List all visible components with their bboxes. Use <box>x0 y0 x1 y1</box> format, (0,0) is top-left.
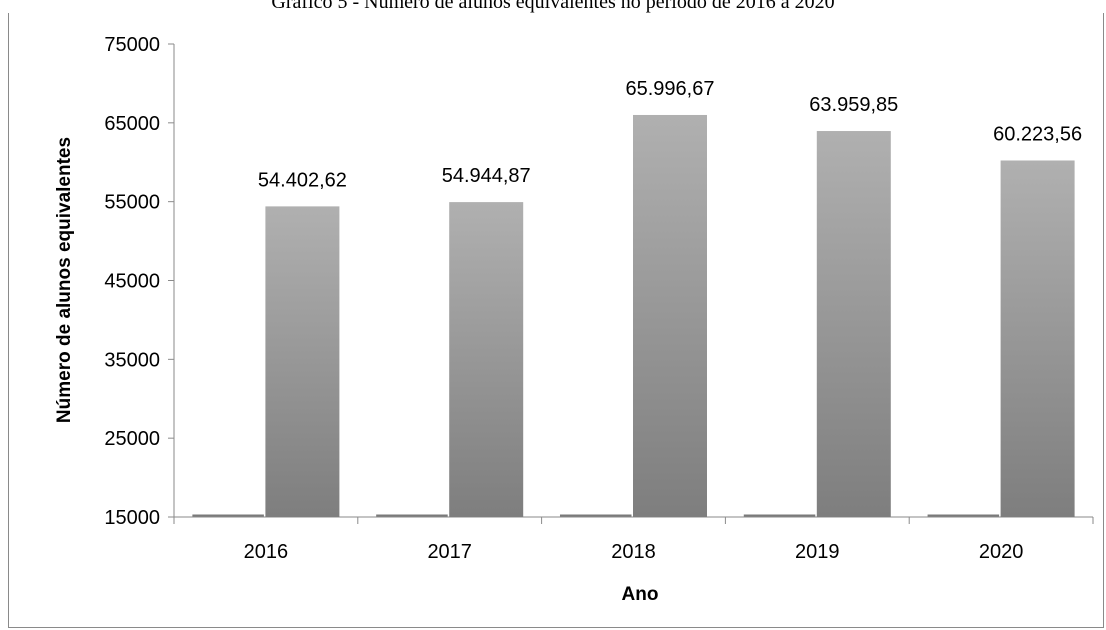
x-tick-label: 2017 <box>427 541 472 563</box>
bars <box>192 114 1075 518</box>
x-tick-label: 2020 <box>979 541 1024 563</box>
y-tick-label: 65000 <box>104 113 160 135</box>
y-tick-label: 75000 <box>104 34 160 56</box>
y-tick-label: 25000 <box>104 428 160 450</box>
y-axis-title: Número de alunos equivalentes <box>54 137 75 423</box>
y-tick-label: 55000 <box>104 192 160 214</box>
bar-2020 <box>1000 160 1075 517</box>
bar-2019 <box>816 131 891 517</box>
chart-title: Gráfico 5 - Número de alunos equivalente… <box>271 0 835 13</box>
y-tick-label: 35000 <box>104 349 160 371</box>
bar-2017 <box>449 202 524 518</box>
data-labels: 54.402,62 54.944,87 65.996,67 63.959,85 60.2… <box>258 78 1082 191</box>
bar-2018 <box>633 114 707 517</box>
x-axis-title: Ano <box>622 584 659 605</box>
chart-frame <box>8 13 1104 628</box>
data-label-2018: 65.996,67 <box>626 78 715 100</box>
data-label-2017: 54.944,87 <box>442 165 531 187</box>
y-axis: 15000 25000 35000 45000 55000 65000 75000 <box>104 34 175 529</box>
x-axis: 2016 2017 2018 2019 2020 <box>173 516 1094 563</box>
data-label-2020: 60.223,56 <box>993 123 1082 145</box>
x-tick-label: 2019 <box>795 541 840 563</box>
data-label-2016: 54.402,62 <box>258 169 347 191</box>
y-tick-label: 15000 <box>104 507 160 529</box>
y-tick-label: 45000 <box>104 271 160 293</box>
x-tick-label: 2016 <box>244 541 289 563</box>
x-tick-label: 2018 <box>611 541 656 563</box>
data-label-2019: 63.959,85 <box>809 94 898 116</box>
bar-2016 <box>265 206 340 517</box>
